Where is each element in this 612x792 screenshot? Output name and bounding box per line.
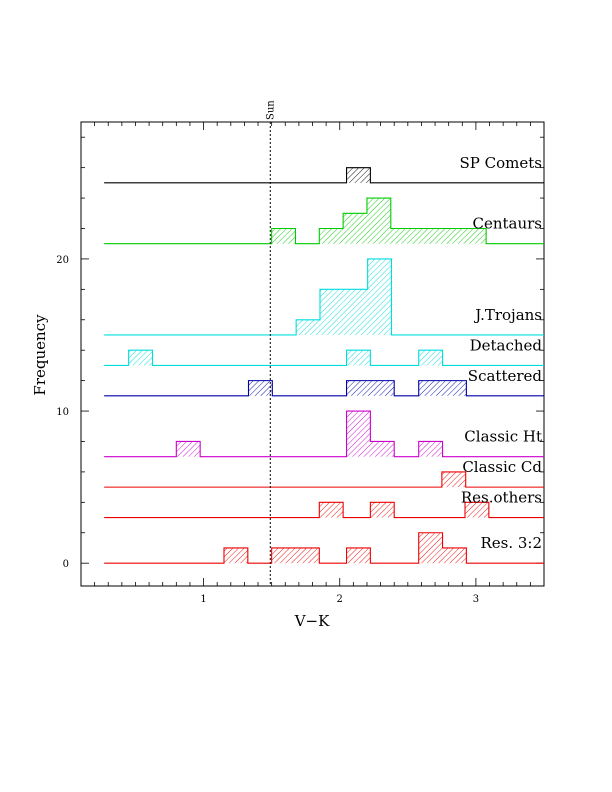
histogram-bar bbox=[418, 380, 443, 396]
sun-reference: Sun bbox=[265, 100, 276, 586]
series-outline bbox=[104, 532, 544, 564]
y-tick-label: 0 bbox=[63, 559, 69, 570]
histogram-bar bbox=[223, 547, 248, 564]
series-label: Detached bbox=[470, 336, 543, 354]
histogram-bar bbox=[128, 350, 153, 366]
series-label: Classic Ht bbox=[464, 428, 542, 446]
histogram-bar bbox=[271, 228, 296, 244]
series-outline bbox=[104, 167, 544, 184]
histogram-bar bbox=[370, 441, 395, 457]
histogram-bar bbox=[271, 547, 296, 564]
histogram-bar bbox=[414, 228, 439, 244]
histogram-bar bbox=[346, 350, 371, 366]
histogram-bar bbox=[462, 228, 487, 244]
x-tick-label: 1 bbox=[200, 594, 206, 605]
histogram-bar bbox=[370, 380, 395, 396]
series-outline bbox=[104, 197, 544, 245]
axis-ticks: 1 2 3 0 10 20 bbox=[56, 122, 545, 605]
histogram-bar bbox=[176, 441, 201, 457]
histogram-bar bbox=[343, 213, 367, 244]
histogram-bar bbox=[346, 167, 371, 183]
series-sp-comets bbox=[104, 167, 544, 184]
histogram-bar bbox=[346, 411, 371, 457]
histogram-bar bbox=[343, 289, 368, 335]
series-label: Res. 3:2 bbox=[480, 534, 542, 552]
y-tick-label: 10 bbox=[56, 407, 69, 418]
series-detached bbox=[104, 349, 544, 366]
histogram-bar bbox=[296, 319, 320, 335]
histogram-bar bbox=[438, 228, 463, 244]
histogram-bar bbox=[319, 502, 344, 518]
y-tick-label: 20 bbox=[56, 255, 69, 266]
series-label: Centaurs bbox=[472, 215, 542, 233]
series-label: Res.others bbox=[461, 489, 542, 507]
series-classic-ht bbox=[104, 410, 544, 458]
series-label: Scattered bbox=[468, 367, 543, 385]
y-axis-label: Frequency bbox=[31, 314, 49, 396]
series-j-trojans bbox=[104, 258, 544, 336]
series-outline bbox=[104, 471, 544, 488]
histogram-bar bbox=[346, 380, 371, 396]
histogram-series bbox=[104, 167, 544, 564]
histogram-bar bbox=[442, 547, 467, 564]
series-outline bbox=[104, 410, 544, 458]
histogram-bar bbox=[442, 380, 467, 396]
series-label: SP Comets bbox=[460, 154, 542, 172]
series-classic-cd bbox=[104, 471, 544, 488]
x-tick-label: 2 bbox=[337, 594, 343, 605]
histogram-bar bbox=[390, 228, 415, 244]
series-res-3-2 bbox=[104, 532, 544, 564]
histogram-bar bbox=[295, 547, 320, 564]
histogram-bar bbox=[248, 380, 273, 396]
histogram-bar bbox=[367, 258, 392, 335]
series-outline bbox=[104, 380, 544, 397]
histogram-bar bbox=[319, 289, 344, 335]
histogram-bar bbox=[418, 441, 443, 457]
histogram-bar bbox=[346, 547, 371, 564]
series-outline bbox=[104, 258, 544, 336]
histogram-bar bbox=[418, 350, 443, 366]
x-tick-label: 3 bbox=[473, 594, 479, 605]
histogram-bar bbox=[441, 471, 466, 488]
histogram-bar bbox=[370, 502, 395, 518]
series-outline bbox=[104, 349, 544, 366]
histogram-bar bbox=[319, 228, 344, 244]
series-label: Classic Cd bbox=[462, 458, 542, 476]
histogram-bar bbox=[366, 198, 391, 244]
series-scattered bbox=[104, 380, 544, 397]
x-axis-label: V−K bbox=[294, 612, 330, 630]
series-labels: SP Comets Centaurs J.Trojans Detached Scatte… bbox=[460, 154, 543, 552]
sun-label: Sun bbox=[265, 100, 276, 120]
series-centaurs bbox=[104, 197, 544, 245]
series-res-others bbox=[104, 501, 544, 519]
series-outline bbox=[104, 501, 544, 519]
series-label: J.Trojans bbox=[473, 306, 542, 324]
histogram-bar bbox=[465, 502, 489, 518]
histogram-bar bbox=[418, 532, 443, 564]
